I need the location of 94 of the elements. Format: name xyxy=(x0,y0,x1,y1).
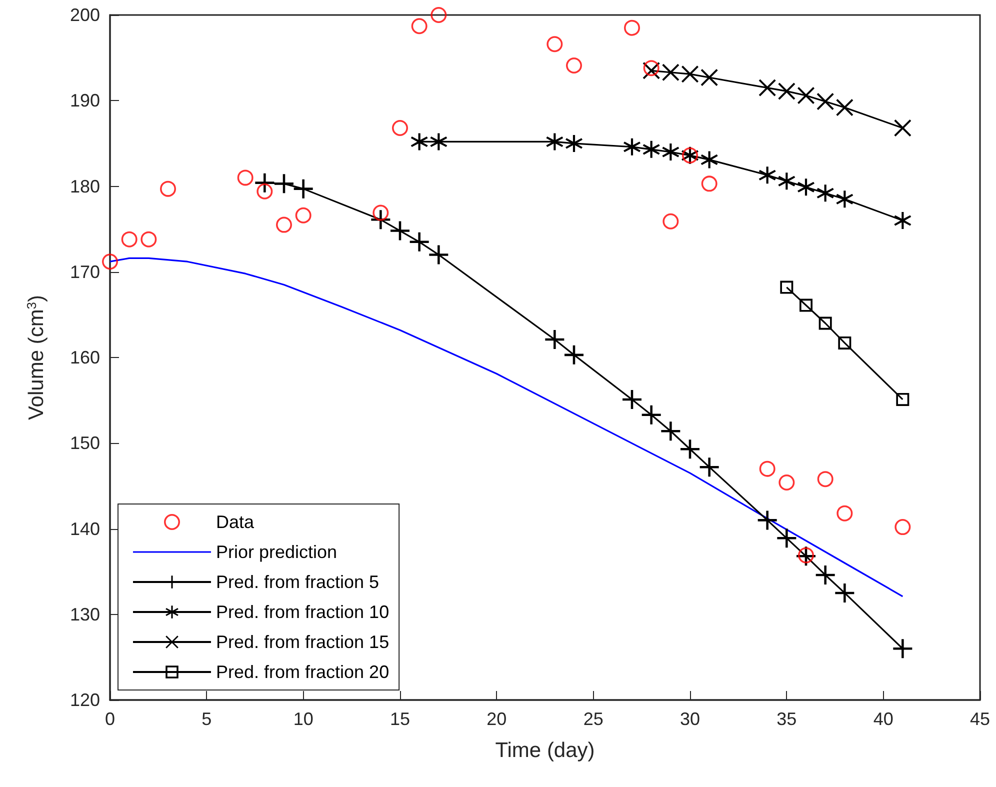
point xyxy=(624,138,640,156)
point xyxy=(800,298,812,312)
point xyxy=(410,232,429,252)
y-tick-label: 150 xyxy=(70,433,100,454)
point xyxy=(390,221,410,240)
point xyxy=(759,460,776,477)
point xyxy=(798,178,814,196)
point xyxy=(816,565,835,584)
point xyxy=(102,254,118,270)
point xyxy=(430,133,448,150)
point xyxy=(392,120,408,136)
point xyxy=(701,176,718,192)
point xyxy=(780,280,794,294)
x-tick-label: 35 xyxy=(776,709,797,729)
y-tick-label: 120 xyxy=(70,690,100,710)
point xyxy=(835,583,854,602)
point xyxy=(662,144,680,160)
y-tick-label: 160 xyxy=(70,348,100,368)
point xyxy=(411,18,428,34)
point xyxy=(682,66,698,83)
point xyxy=(778,172,796,190)
point xyxy=(546,133,564,150)
point xyxy=(256,183,273,200)
point xyxy=(778,474,795,490)
point xyxy=(894,212,912,229)
point xyxy=(893,639,912,658)
point xyxy=(816,184,834,202)
point xyxy=(255,173,274,192)
point xyxy=(121,231,138,248)
point xyxy=(894,120,912,137)
point xyxy=(817,471,834,488)
point xyxy=(410,133,428,150)
point xyxy=(836,98,854,116)
point xyxy=(758,166,776,184)
y-tick-label: 140 xyxy=(70,518,100,539)
legend-label: Pred. from fraction 10 xyxy=(216,602,390,622)
x-tick-label: 40 xyxy=(873,709,894,729)
point xyxy=(160,180,176,197)
point xyxy=(662,213,679,230)
point xyxy=(237,170,254,186)
point xyxy=(700,151,718,168)
point xyxy=(140,231,157,248)
x-tick-label: 45 xyxy=(970,709,990,729)
x-tick-label: 15 xyxy=(390,709,410,729)
point xyxy=(894,519,911,536)
point xyxy=(429,245,448,264)
x-tick-label: 0 xyxy=(104,709,116,729)
point xyxy=(643,60,660,76)
point xyxy=(838,336,852,350)
legend-label: Data xyxy=(216,512,256,532)
point xyxy=(700,458,719,477)
point xyxy=(545,330,564,350)
point xyxy=(798,86,814,104)
y-tick-label: 190 xyxy=(70,90,100,111)
y-axis-title: Volume (cm3) xyxy=(24,294,48,420)
point xyxy=(778,82,796,100)
point xyxy=(777,528,796,548)
y-tick-label: 200 xyxy=(70,5,100,25)
legend-label: Pred. from fraction 20 xyxy=(216,662,390,682)
point xyxy=(566,134,582,152)
x-tick-label: 10 xyxy=(293,709,314,729)
point xyxy=(642,405,661,424)
point xyxy=(758,79,776,96)
point xyxy=(700,69,718,86)
point xyxy=(836,190,854,208)
point xyxy=(680,440,700,459)
point xyxy=(294,179,313,198)
point xyxy=(836,505,853,522)
y-tick-label: 170 xyxy=(70,262,100,282)
point xyxy=(758,510,777,530)
point xyxy=(372,204,389,221)
x-tick-label: 30 xyxy=(680,709,700,729)
point xyxy=(818,316,832,330)
point xyxy=(624,20,640,36)
point xyxy=(295,207,312,224)
y-tick-label: 180 xyxy=(70,176,100,196)
point xyxy=(546,36,563,52)
x-tick-label: 25 xyxy=(583,709,604,729)
point xyxy=(816,92,834,110)
x-tick-label: 5 xyxy=(202,709,212,729)
point xyxy=(896,392,910,406)
legend-label: Prior prediction xyxy=(216,542,338,562)
point xyxy=(274,174,294,194)
point xyxy=(661,422,680,441)
point xyxy=(276,216,292,233)
x-tick-label: 20 xyxy=(486,709,507,729)
point xyxy=(566,58,582,74)
legend-label: Pred. from fraction 5 xyxy=(216,572,380,592)
point xyxy=(662,64,680,81)
y-tick-label: 130 xyxy=(70,604,100,624)
legend-label: Pred. from fraction 15 xyxy=(216,632,390,652)
point xyxy=(642,140,660,158)
point xyxy=(430,7,447,23)
x-axis-title: Time (day) xyxy=(495,739,595,762)
